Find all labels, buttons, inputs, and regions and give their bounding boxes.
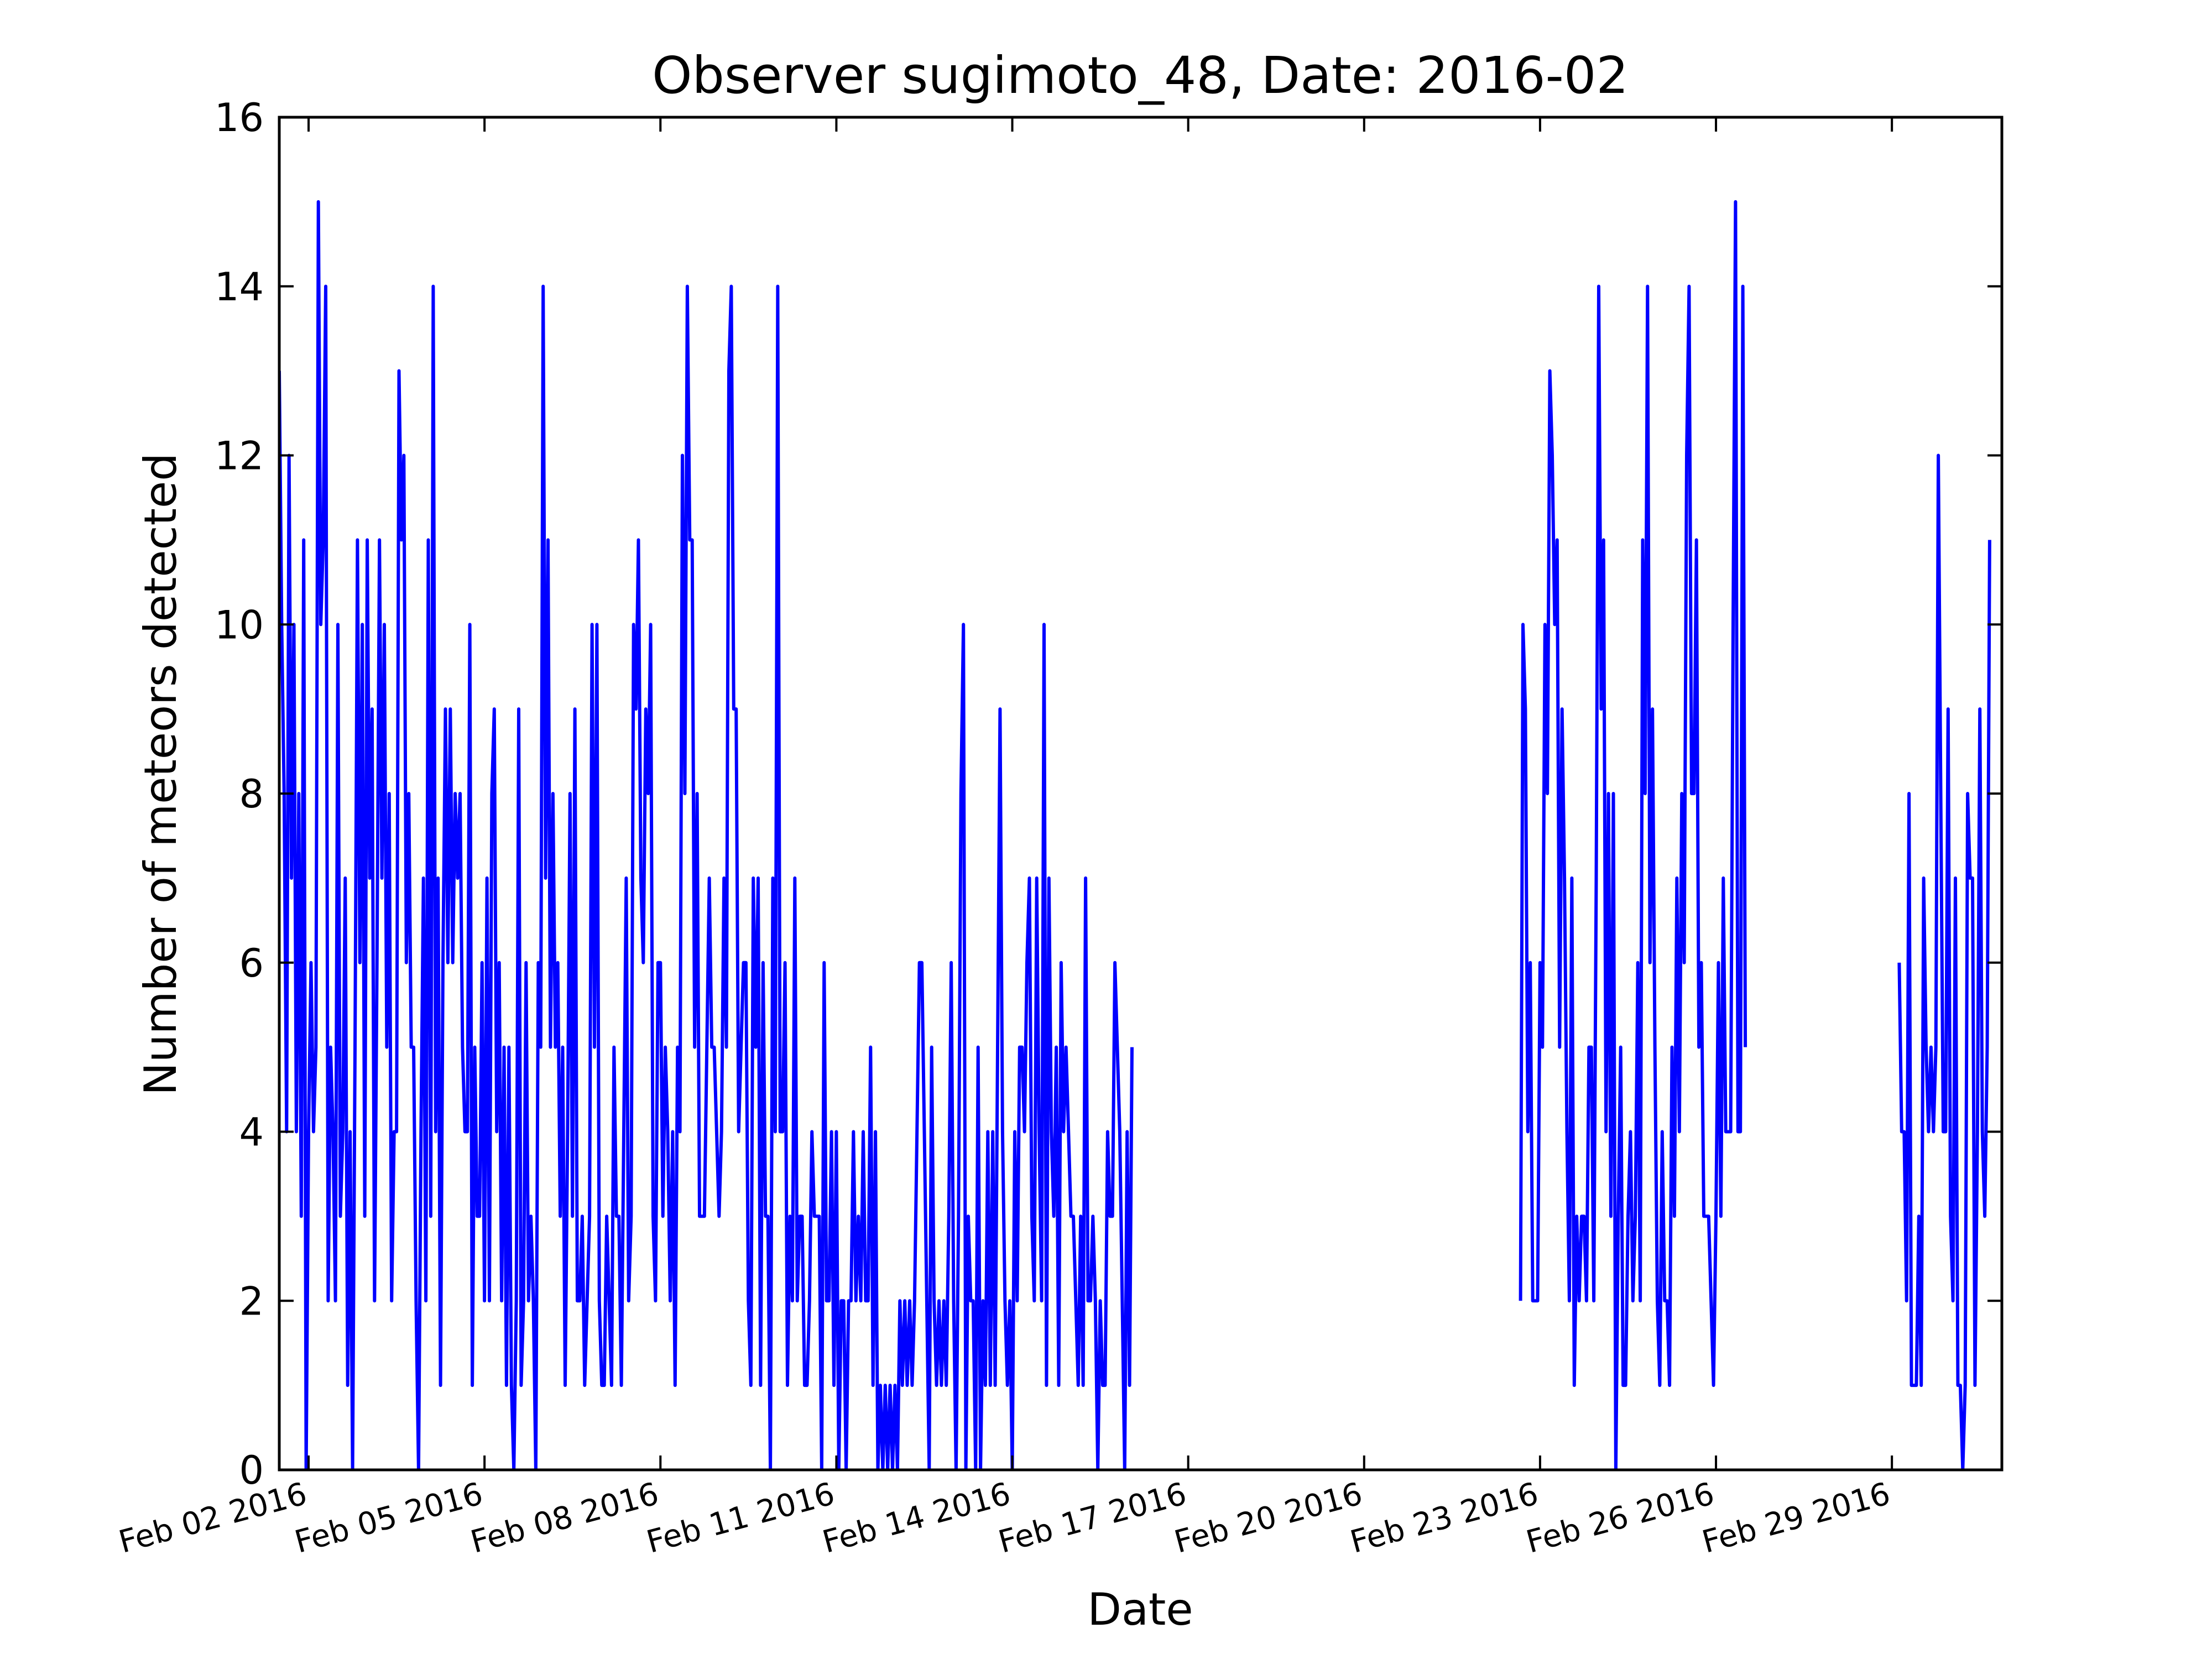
y-tick-label: 14 [215,264,264,310]
x-tick-label: Feb 26 2016 [1522,1476,1718,1561]
y-tick-label: 2 [239,1279,264,1324]
series-line-segment [1897,453,1991,1470]
x-tick-label: Feb 14 2016 [819,1476,1014,1561]
x-tick-label: Feb 08 2016 [467,1476,662,1561]
x-tick-label: Feb 20 2016 [1171,1476,1366,1561]
y-tick-label: 4 [239,1110,264,1155]
chart-title: Observer sugimoto_48, Date: 2016-02 [652,46,1629,105]
x-tick-label: Feb 17 2016 [995,1476,1190,1561]
series-line-segment [279,200,1134,1470]
plot-area [278,116,2004,1472]
y-axis-ticks: 0 2 4 6 8 10 12 14 16 [215,95,2002,1493]
y-tick-label: 10 [215,602,264,648]
y-tick-label: 12 [215,434,264,479]
series-line-segment [1519,200,1747,1470]
y-tick-label: 8 [239,771,264,817]
x-tick-label: Feb 29 2016 [1698,1476,1893,1561]
y-tick-label: 0 [239,1448,264,1493]
x-tick-label: Feb 11 2016 [643,1476,838,1561]
x-axis-label: Date [1087,1584,1193,1635]
x-tick-label: Feb 05 2016 [291,1476,486,1561]
x-tick-label: Feb 23 2016 [1347,1476,1542,1561]
y-tick-label: 6 [239,941,264,986]
x-tick-label: Feb 02 2016 [115,1476,310,1561]
series-lines [279,200,1991,1470]
y-tick-label: 16 [215,95,264,140]
y-axis-label: Number of meteors detected [135,453,186,1095]
